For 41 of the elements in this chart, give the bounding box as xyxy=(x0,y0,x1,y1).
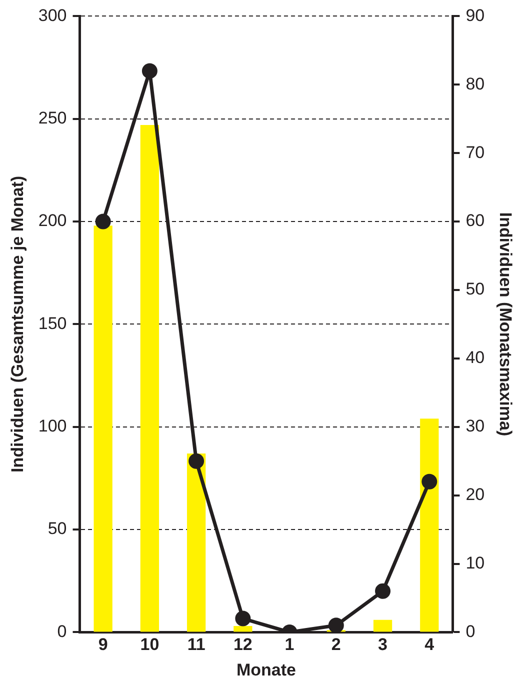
x-tick-label: 11 xyxy=(187,635,206,654)
x-axis-title: Monate xyxy=(236,660,296,680)
y2-tick-label: 60 xyxy=(466,211,485,230)
y2-tick-label: 50 xyxy=(466,280,485,299)
y2-axis-title: Individuen (Monatsmaxima) xyxy=(496,212,516,436)
y-tick-label: 0 xyxy=(57,622,67,641)
bar xyxy=(373,620,392,632)
point xyxy=(235,610,251,626)
x-tick-label: 9 xyxy=(98,635,108,654)
y2-tick-label: 20 xyxy=(466,485,485,504)
bar xyxy=(420,418,439,632)
y2-tick-label: 40 xyxy=(466,348,485,368)
bar xyxy=(94,226,112,632)
y2-tick-label: 80 xyxy=(466,74,485,94)
y-tick-label: 200 xyxy=(38,211,67,230)
y-tick-label: 50 xyxy=(48,519,67,538)
y2-tick-label: 0 xyxy=(466,622,476,641)
x-tick-label: 2 xyxy=(331,635,341,654)
point xyxy=(188,453,204,469)
x-tick-label: 12 xyxy=(233,635,252,654)
x-tick-label: 4 xyxy=(424,635,435,654)
y2-tick-label: 70 xyxy=(466,142,485,162)
x-tick-label: 3 xyxy=(378,635,388,654)
point xyxy=(328,618,344,632)
y2-tick-label: 10 xyxy=(466,553,485,572)
y2-tick-label: 30 xyxy=(466,416,485,436)
y-tick-label: 150 xyxy=(38,314,67,333)
point xyxy=(422,474,438,490)
x-tick-label: 10 xyxy=(140,635,160,654)
bar xyxy=(186,454,206,632)
y2-tick-label: 90 xyxy=(466,6,485,25)
bar xyxy=(234,626,252,632)
y-axis-title: Individuen (Gesamtsumme je Monat) xyxy=(8,176,27,473)
y-tick-label: 300 xyxy=(38,6,67,25)
x-tick-label: 1 xyxy=(284,635,294,654)
point xyxy=(142,63,158,79)
point xyxy=(95,214,111,230)
point xyxy=(375,583,391,599)
y-tick-label: 250 xyxy=(38,108,67,128)
bar xyxy=(140,125,160,632)
y-tick-label: 100 xyxy=(38,416,67,436)
